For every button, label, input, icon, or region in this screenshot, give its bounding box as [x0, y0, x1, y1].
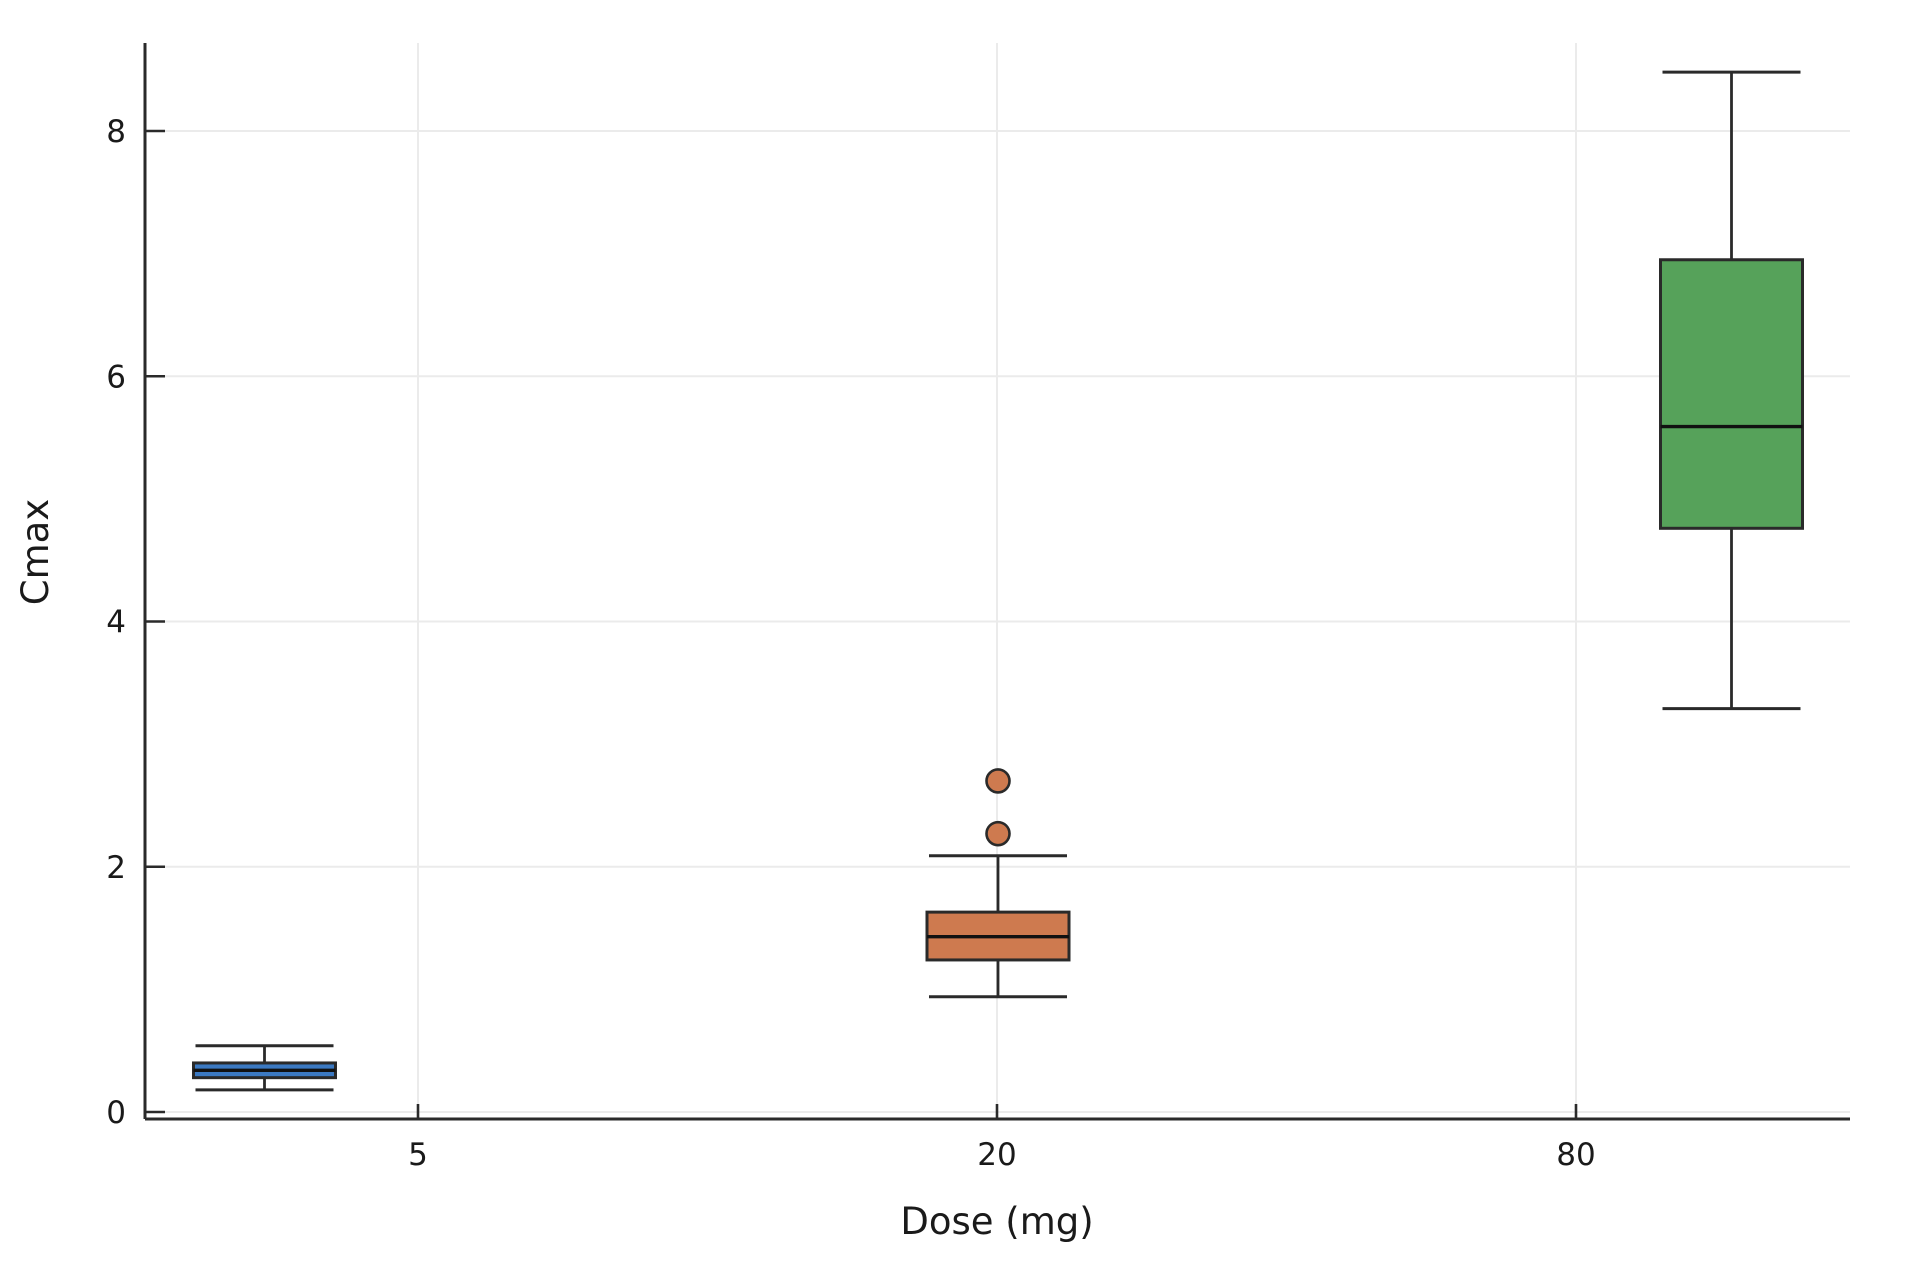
x-axis-label: Dose (mg) — [900, 1200, 1093, 1243]
marks-layer — [192, 70, 1804, 1092]
y-tick-label: 4 — [106, 605, 126, 641]
iqr-box — [1659, 258, 1804, 530]
x-tick-label: 80 — [1556, 1137, 1595, 1173]
outlier-point — [985, 768, 1011, 794]
y-tick-label: 6 — [106, 359, 126, 395]
y-tick-label: 2 — [106, 850, 126, 886]
y-tick-label: 0 — [106, 1095, 126, 1131]
grid-layer — [145, 43, 1850, 1119]
x-tick-label: 20 — [977, 1137, 1016, 1173]
box-group-dose-80 — [1659, 70, 1804, 711]
axes-layer: 0 2 4 6 8 5 20 80 — [106, 43, 1850, 1173]
y-axis-label: Cmax — [14, 499, 57, 605]
box-group-dose-20 — [925, 768, 1071, 999]
outlier-point — [985, 820, 1011, 847]
x-tick-label: 5 — [408, 1137, 428, 1173]
box-group-dose-5 — [192, 1044, 337, 1092]
y-tick-label: 8 — [106, 114, 126, 150]
